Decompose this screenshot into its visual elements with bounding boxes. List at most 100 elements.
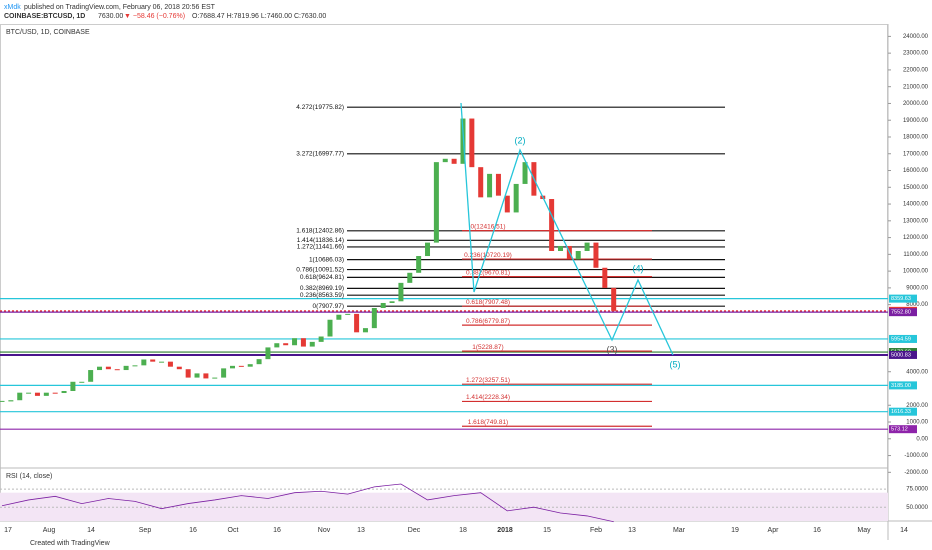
candle xyxy=(433,162,439,243)
fib-label: 4.272(19775.82) xyxy=(296,104,344,111)
level-tag: 5954.59 xyxy=(891,336,911,342)
candle xyxy=(8,400,14,402)
candle xyxy=(407,272,413,283)
y-tick-label: 9000.00 xyxy=(906,285,928,291)
candle xyxy=(557,245,563,251)
candle xyxy=(52,392,58,394)
candle xyxy=(389,301,395,303)
author[interactable]: xMdk xyxy=(4,4,21,11)
candle xyxy=(425,242,431,257)
x-tick-label: 14 xyxy=(900,527,908,534)
candle xyxy=(238,365,244,367)
x-tick-label: Sep xyxy=(139,527,152,534)
candle xyxy=(26,392,32,394)
y-tick-label: 4000.00 xyxy=(906,369,928,375)
level-tag: 7552.80 xyxy=(891,310,911,316)
x-tick-label: 16 xyxy=(813,527,821,534)
wave-path xyxy=(460,102,674,356)
candle xyxy=(105,366,111,370)
candle xyxy=(114,369,120,371)
candle xyxy=(469,118,475,168)
x-tick-label: Aug xyxy=(43,527,56,534)
candle xyxy=(34,392,40,396)
x-tick-label: Apr xyxy=(768,527,780,534)
candle xyxy=(309,341,315,347)
candle xyxy=(185,369,191,378)
candle xyxy=(229,365,235,369)
level-tag-bg xyxy=(889,334,917,343)
x-tick-label: 18 xyxy=(459,527,467,534)
candle xyxy=(602,267,608,288)
candle xyxy=(212,377,218,379)
level-tag: 1616.33 xyxy=(891,409,911,415)
fib-label: 0.382(9670.81) xyxy=(466,269,510,276)
candle xyxy=(0,400,5,402)
level-tag-bg xyxy=(889,407,917,416)
candle xyxy=(362,328,368,333)
fib-label: 1.618(12402.86) xyxy=(296,228,344,235)
candle xyxy=(194,373,200,378)
wave-label: (2) xyxy=(515,135,526,145)
candle xyxy=(61,391,67,394)
y-tick-label: 24000.00 xyxy=(903,34,929,40)
fib-label: 1.414(11836.14) xyxy=(297,237,344,244)
candle xyxy=(416,256,422,273)
wave-label: (5) xyxy=(670,359,681,369)
candle xyxy=(575,251,581,260)
x-tick-label: 13 xyxy=(628,527,636,534)
candle xyxy=(513,183,519,213)
candle xyxy=(203,373,209,379)
candle xyxy=(176,366,182,370)
x-tick-label: 19 xyxy=(731,527,739,534)
level-tag-bg xyxy=(889,308,917,317)
x-tick-label: 13 xyxy=(357,527,365,534)
candle xyxy=(221,368,227,378)
published: published on TradingView.com, February 0… xyxy=(24,4,216,11)
y-tick-label: 12000.00 xyxy=(903,235,929,241)
candle xyxy=(141,359,147,366)
level-tag: 8359.63 xyxy=(891,296,911,302)
candle xyxy=(495,173,501,196)
fib-label: 0.618(7907.48) xyxy=(466,299,510,306)
candle xyxy=(256,359,262,365)
level-tag-bg xyxy=(889,350,917,359)
level-tag-bg xyxy=(889,381,917,390)
y-tick-label: 1000.00 xyxy=(906,420,928,426)
candle xyxy=(504,195,510,213)
ohlc: O:7688.47 H:7819.96 L:7460.00 C:7630.00 xyxy=(192,13,326,20)
y-tick-label: 13000.00 xyxy=(903,218,929,224)
candle xyxy=(247,364,253,367)
y-tick-label: 17000.00 xyxy=(903,151,929,157)
rsi-tick-label: 75.0000 xyxy=(906,487,928,493)
fib-label: 0.786(6779.87) xyxy=(466,318,510,325)
candle xyxy=(522,162,528,184)
candle xyxy=(345,313,351,315)
candle xyxy=(442,158,448,163)
x-tick-label: 17 xyxy=(4,527,12,534)
candle xyxy=(318,336,324,342)
y-tick-label: 23000.00 xyxy=(903,51,929,57)
wave-label: (4) xyxy=(633,263,644,273)
fib-label: 0.786(10091.52) xyxy=(296,266,344,273)
fib-label: 1(5228.87) xyxy=(472,344,503,351)
y-tick-label: 20000.00 xyxy=(903,101,929,107)
fib-label: 3.272(16997.77) xyxy=(296,151,344,158)
y-tick-label: 11000.00 xyxy=(903,252,928,258)
fib-label: 0(7907.97) xyxy=(313,303,344,310)
y-tick-label: 10000.00 xyxy=(903,269,929,275)
last: 7630.00 xyxy=(98,13,123,20)
fib-label: 1.618(749.81) xyxy=(468,419,508,426)
y-tick-label: 16000.00 xyxy=(903,168,929,174)
fib-label: 0.236(10720.19) xyxy=(464,252,512,259)
fib-label: 1.272(11441.66) xyxy=(297,244,344,251)
candle xyxy=(487,173,493,198)
y-tick-label: 21000.00 xyxy=(903,84,929,90)
candle xyxy=(354,313,360,333)
y-tick-label: -1000.00 xyxy=(904,453,928,459)
y-tick-label: 18000.00 xyxy=(903,135,929,141)
rsi-line xyxy=(1,483,614,523)
fib-label: 1(10686.03) xyxy=(309,256,344,263)
x-tick-label: Oct xyxy=(228,527,239,534)
candle xyxy=(478,167,484,198)
